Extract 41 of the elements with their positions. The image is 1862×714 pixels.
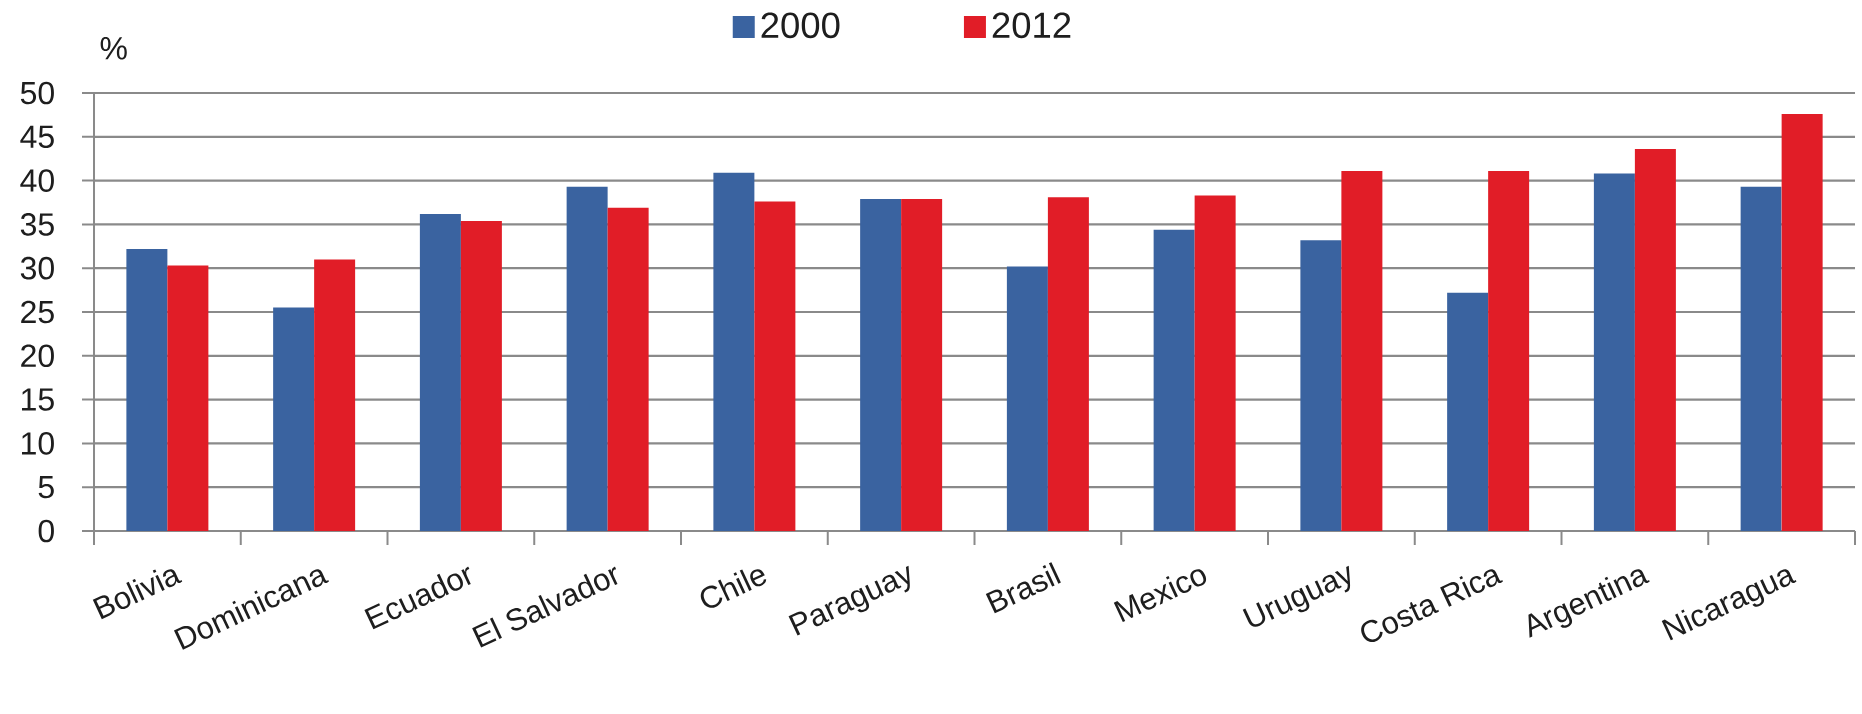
bar [1300, 240, 1342, 531]
y-tick-label: 25 [21, 300, 54, 324]
legend-label: 2000 [761, 12, 840, 39]
bar [1194, 195, 1236, 531]
bar [1488, 170, 1530, 531]
bar [167, 265, 209, 531]
y-tick-label: 40 [20, 169, 54, 192]
bar [566, 186, 608, 531]
x-tick-label: Chile [700, 569, 767, 608]
bar [126, 248, 168, 531]
x-tick-label: Brasil [985, 562, 1061, 614]
bar [1341, 170, 1383, 531]
bar [1047, 197, 1089, 531]
bar [607, 207, 649, 531]
bar [273, 307, 315, 531]
y-tick-label: 30 [20, 256, 54, 280]
bar [1006, 266, 1048, 531]
y-tick-label: 35 [20, 213, 54, 236]
bar [1781, 114, 1823, 531]
y-tick-label: 10 [22, 432, 54, 455]
y-tick-label: 45 [20, 125, 54, 148]
bar [901, 198, 943, 531]
bar [1447, 292, 1489, 531]
y-tick-label: 50 [20, 81, 54, 105]
y-axis-title: % [100, 37, 127, 60]
legend-label: 2012 [992, 12, 1071, 39]
bar [1740, 186, 1782, 531]
y-tick-label: 0 [38, 519, 54, 543]
bar [314, 259, 356, 531]
x-tick-label: Costa Rica [1361, 569, 1503, 643]
bar [713, 172, 755, 531]
bar [1153, 229, 1195, 531]
bar [1634, 149, 1676, 531]
bar [1593, 173, 1635, 531]
y-tick-label: 15 [22, 388, 54, 411]
bar [419, 213, 461, 531]
bar [460, 220, 502, 531]
bar [754, 201, 796, 531]
y-tick-label: 5 [38, 476, 54, 499]
y-tick-label: 20 [21, 344, 54, 368]
bar [860, 198, 902, 531]
